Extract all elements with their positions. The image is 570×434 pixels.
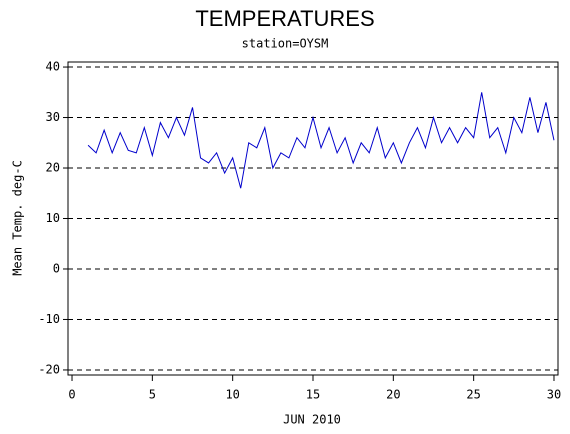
x-tick-label: 30 [547, 388, 561, 402]
y-tick-label: 30 [46, 110, 60, 124]
x-tick-label: 25 [466, 388, 480, 402]
y-tick-label: 40 [46, 60, 60, 74]
x-tick-label: 15 [306, 388, 320, 402]
y-tick-label: -20 [38, 362, 60, 376]
data-line [87, 92, 555, 189]
y-tick-label: -10 [38, 312, 60, 326]
y-tick-label: 0 [53, 261, 60, 275]
x-tick-label: 0 [68, 388, 75, 402]
y-tick-label: 20 [46, 161, 60, 175]
y-axis-label: Mean Temp. deg-C [11, 160, 25, 276]
x-tick-label: 20 [386, 388, 400, 402]
x-tick-label: 10 [225, 388, 239, 402]
x-axis-label: JUN 2010 [283, 413, 341, 427]
chart-title: TEMPERATURES [195, 6, 374, 31]
x-tick-label: 5 [149, 388, 156, 402]
y-tick-label: 10 [46, 211, 60, 225]
chart-subtitle: station=OYSM [242, 37, 329, 51]
